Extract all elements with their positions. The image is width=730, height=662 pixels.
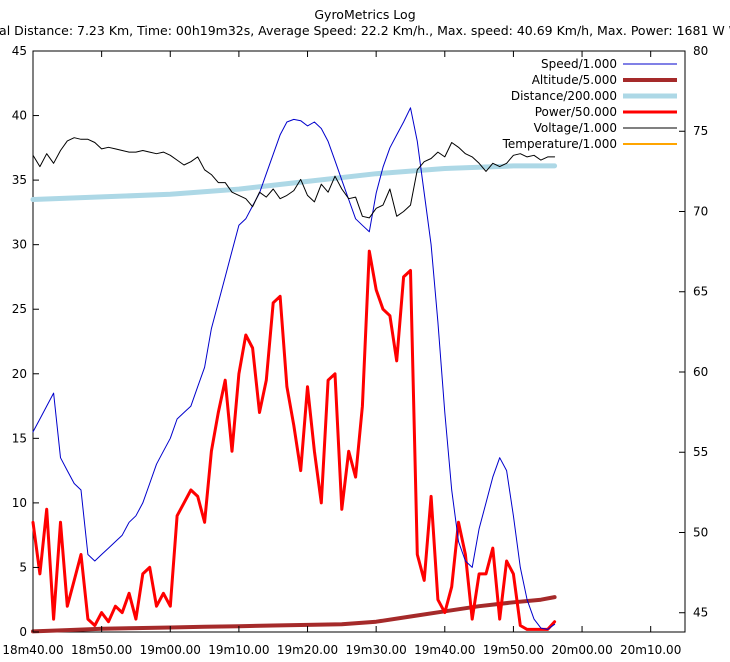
y-left-tick-label: 10 xyxy=(12,496,27,510)
plot-area xyxy=(30,107,558,634)
chart-subtitle: Total Distance: 7.23 Km, Time: 00h19m32s… xyxy=(0,23,730,38)
legend-label: Voltage/1.000 xyxy=(534,121,617,135)
plot-frame xyxy=(32,50,686,633)
x-tick-label: 19m30.00 xyxy=(346,643,407,657)
x-tick-label: 18m40.00 xyxy=(2,643,63,657)
x-tick-label: 19m00.00 xyxy=(140,643,201,657)
axes: 18m40.00 18m50.00 19m00.00 19m10.00 19m20.00… xyxy=(2,44,708,657)
chart-title: GyroMetrics Log xyxy=(314,7,415,22)
y-left-tick-label: 0 xyxy=(19,625,27,639)
legend-label: Temperature/1.000 xyxy=(502,137,617,151)
y-right-tick-label: 45 xyxy=(693,606,708,620)
x-tick-label: 20m10.00 xyxy=(620,643,681,657)
x-tick-label: 19m50.00 xyxy=(483,643,544,657)
y-left-tick-label: 25 xyxy=(12,302,27,316)
legend-label: Power/50.000 xyxy=(535,105,617,119)
x-tick-label: 19m20.00 xyxy=(277,643,338,657)
series-line-speed xyxy=(32,107,556,630)
y-left-tick-label: 30 xyxy=(12,238,27,252)
y-left-tick-label: 5 xyxy=(19,560,27,574)
y-right-tick-label: 60 xyxy=(693,365,708,379)
series-line-altitude xyxy=(31,595,557,634)
y-right-tick-label: 75 xyxy=(693,124,708,138)
y-left-tick-label: 45 xyxy=(12,44,27,58)
series-line-power xyxy=(31,249,557,631)
y-left-tick-label: 40 xyxy=(12,109,27,123)
y-right-tick-label: 70 xyxy=(693,204,708,218)
x-tick-label: 19m40.00 xyxy=(414,643,475,657)
y-left-tick-label: 20 xyxy=(12,367,27,381)
y-left-tick-label: 15 xyxy=(12,431,27,445)
series-line-voltage xyxy=(32,137,556,219)
y-right-tick-label: 55 xyxy=(693,445,708,459)
x-tick-label: 18m50.00 xyxy=(71,643,132,657)
y-right-tick-label: 65 xyxy=(693,285,708,299)
x-tick-label: 19m10.00 xyxy=(208,643,269,657)
y-left-tick-label: 35 xyxy=(12,173,27,187)
legend-label: Speed/1.000 xyxy=(541,57,617,71)
y-right-tick-label: 50 xyxy=(693,525,708,539)
y-right-tick-label: 80 xyxy=(693,44,708,58)
legend-label: Altitude/5.000 xyxy=(532,73,617,87)
legend-label: Distance/200.000 xyxy=(511,89,617,103)
series-line-distance xyxy=(30,163,558,202)
x-tick-label: 20m00.00 xyxy=(551,643,612,657)
legend: Speed/1.000 Altitude/5.000 Distance/200.00… xyxy=(502,57,677,151)
